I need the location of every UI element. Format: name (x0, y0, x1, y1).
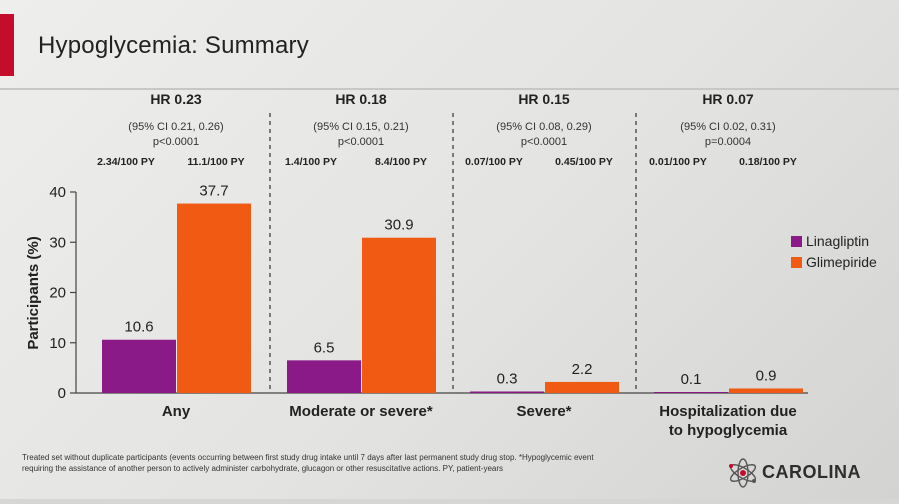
footnote: Treated set without duplicate participan… (22, 452, 662, 474)
legend-label-linagliptin: Linagliptin (806, 233, 869, 249)
bar-glimepiride (729, 388, 803, 393)
bar-glimepiride (362, 237, 436, 393)
legend-swatch-linagliptin (791, 236, 802, 247)
hazard-ratio-label: HR 0.15 (518, 91, 570, 107)
confidence-interval-label: (95% CI 0.21, 0.26) (128, 121, 223, 133)
data-label-glimepiride: 0.9 (756, 367, 777, 384)
p-value-label: p<0.0001 (521, 136, 567, 148)
category-label: Hospitalization due (659, 403, 797, 420)
bar-linagliptin (287, 360, 361, 393)
event-rate-linagliptin: 1.4/100 PY (285, 156, 337, 168)
category-label: Any (162, 403, 191, 420)
data-label-glimepiride: 2.2 (572, 361, 593, 378)
bar-glimepiride (177, 203, 251, 393)
atom-logo-icon (729, 458, 757, 488)
y-axis-title: Participants (%) (25, 236, 42, 349)
p-value-label: p=0.0004 (705, 136, 751, 148)
hazard-ratio-label: HR 0.18 (335, 91, 387, 107)
category-label: Moderate or severe* (289, 403, 433, 420)
event-rate-linagliptin: 0.07/100 PY (465, 156, 523, 168)
confidence-interval-label: (95% CI 0.08, 0.29) (496, 121, 591, 133)
logo-text: CAROLINA (762, 462, 861, 482)
data-label-linagliptin: 6.5 (314, 339, 335, 356)
carolina-logo: CAROLINA (726, 456, 876, 490)
event-rate-glimepiride: 0.18/100 PY (739, 156, 797, 168)
event-rate-linagliptin: 2.34/100 PY (97, 156, 155, 168)
bar-linagliptin (102, 339, 176, 393)
title-divider (0, 88, 899, 90)
bar-linagliptin (654, 392, 728, 393)
legend-swatch-glimepiride (791, 257, 802, 268)
hazard-ratio-label: HR 0.23 (150, 91, 202, 107)
data-label-glimepiride: 37.7 (199, 183, 228, 200)
bar-glimepiride (545, 381, 619, 393)
p-value-label: p<0.0001 (338, 136, 384, 148)
category-label: Severe* (516, 403, 571, 420)
hazard-ratio-label: HR 0.07 (702, 91, 754, 107)
legend-label-glimepiride: Glimepiride (806, 254, 877, 270)
confidence-interval-label: (95% CI 0.02, 0.31) (680, 121, 775, 133)
y-tick-label: 30 (49, 234, 66, 251)
y-tick-label: 0 (58, 385, 66, 402)
y-tick-label: 40 (49, 184, 66, 201)
footnote-line-2: requiring the assistance of another pers… (22, 464, 504, 473)
footnote-line-1: Treated set without duplicate participan… (22, 453, 594, 462)
event-rate-linagliptin: 0.01/100 PY (649, 156, 707, 168)
confidence-interval-label: (95% CI 0.15, 0.21) (313, 121, 408, 133)
data-label-linagliptin: 0.3 (497, 370, 518, 387)
y-tick-label: 20 (49, 285, 66, 302)
data-label-linagliptin: 10.6 (124, 319, 153, 336)
event-rate-glimepiride: 11.1/100 PY (187, 156, 244, 168)
y-tick-label: 10 (49, 335, 66, 352)
data-label-glimepiride: 30.9 (384, 217, 413, 234)
category-label: to hypoglycemia (669, 422, 788, 439)
page-title: Hypoglycemia: Summary (38, 32, 309, 59)
bar-linagliptin (470, 391, 544, 393)
event-rate-glimepiride: 0.45/100 PY (555, 156, 613, 168)
accent-bar (0, 14, 14, 76)
event-rate-glimepiride: 8.4/100 PY (375, 156, 427, 168)
p-value-label: p<0.0001 (153, 136, 199, 148)
data-label-linagliptin: 0.1 (681, 371, 702, 388)
